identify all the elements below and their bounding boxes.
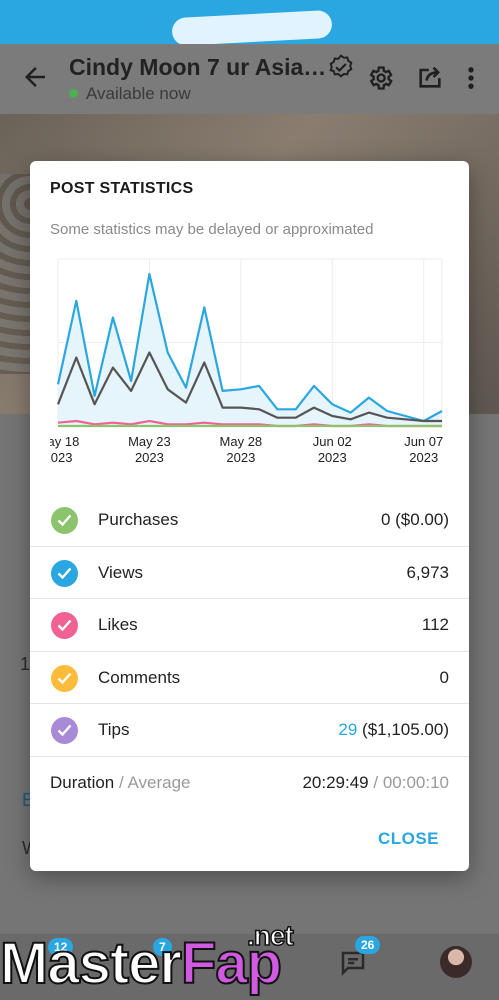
stat-label-comments: Comments — [98, 667, 181, 687]
series-line-0 — [56, 272, 443, 423]
duration-values: 20:29:49 / 00:00:10 — [302, 773, 449, 793]
stat-row-comments: Comments 0 — [30, 652, 469, 704]
views-check-icon — [51, 559, 78, 587]
purchases-check-icon — [51, 507, 78, 534]
stat-row-views: Views 6,973 — [30, 547, 469, 599]
back-arrow-icon[interactable] — [20, 62, 50, 92]
x-tick-label-1: May 23 — [128, 434, 171, 449]
stat-value-purchases: 0 ($0.00) — [380, 510, 449, 529]
watermark-fap: Fap — [180, 930, 283, 997]
watermark-net: .net — [246, 919, 294, 952]
profile-name[interactable]: Cindy Moon 7 ur Asia… — [69, 54, 327, 80]
tips-check-icon — [51, 717, 78, 744]
x-tick-label-0: May 18 — [50, 434, 79, 449]
stat-row-tips: Tips 29 ($1,105.00) — [30, 704, 469, 757]
home-badge: 12 — [48, 938, 74, 956]
x-tick-label-4: Jun 07 — [404, 434, 443, 449]
app-header: Cindy Moon 7 ur Asia… Available now — [0, 44, 499, 114]
peek-text-1: 1 — [20, 654, 31, 674]
notifications-badge: 7 — [153, 938, 172, 956]
stat-label-likes: Likes — [98, 615, 138, 634]
duration-value: 20:29:49 — [302, 773, 369, 792]
dialog-note: Some statistics may be delayed or approx… — [50, 221, 374, 238]
availability-status: Available now — [69, 84, 191, 104]
stat-label-purchases: Purchases — [98, 510, 179, 529]
duration-label: Duration / Average — [50, 773, 191, 793]
stat-value-tips-count[interactable]: 29 — [338, 720, 358, 739]
stat-value-likes[interactable]: 112 — [421, 615, 449, 634]
series-area-0 — [58, 274, 442, 426]
post-statistics-dialog: POST STATISTICS Some statistics may be d… — [30, 161, 469, 871]
stat-row-likes: Likes 112 — [30, 599, 469, 652]
x-tick-label-2: May 28 — [220, 434, 263, 449]
average-label-text: Average — [127, 773, 191, 792]
x-tick-year-1: 2023 — [135, 450, 164, 465]
close-button[interactable]: CLOSE — [377, 829, 439, 848]
stat-value-comments: 0 — [439, 667, 449, 687]
duration-label-text: Duration — [50, 773, 115, 792]
stat-value-tips-amount: ($1,105.00) — [357, 720, 449, 739]
bottom-navigation: 12 7 26 — [0, 934, 499, 1000]
online-dot-icon — [69, 89, 78, 99]
average-value: 00:00:10 — [382, 773, 449, 792]
status-bar: onlyfans.com — [0, 0, 499, 47]
duration-separator: / — [114, 773, 128, 792]
watermark-logo: MasterFap .net — [0, 919, 295, 1000]
stat-row-purchases: Purchases 0 ($0.00) — [30, 494, 469, 547]
duration-value-separator: / — [368, 773, 383, 792]
verified-badge-icon — [329, 54, 353, 78]
x-tick-year-2: 2023 — [226, 450, 255, 465]
dialog-title: POST STATISTICS — [50, 180, 194, 197]
share-icon[interactable] — [416, 63, 444, 91]
stat-value-tips: 29 ($1,105.00) — [338, 720, 449, 740]
gear-icon[interactable] — [366, 64, 394, 92]
profile-avatar[interactable] — [440, 946, 472, 978]
stat-value-views: 6,973 — [406, 562, 449, 582]
stat-label-tips: Tips — [98, 720, 130, 739]
x-tick-year-3: 2023 — [318, 450, 347, 465]
x-tick-label-3: Jun 02 — [313, 434, 352, 449]
messages-badge: 26 — [355, 936, 381, 954]
x-tick-year-4: 2023 — [409, 450, 438, 465]
series-line-1 — [56, 351, 442, 423]
x-tick-year-0: 2023 — [50, 450, 72, 465]
more-vert-icon[interactable] — [462, 64, 480, 92]
watermark-master: Master — [0, 930, 183, 997]
likes-check-icon — [51, 612, 78, 639]
stats-list: Purchases 0 ($0.00) Views 6,973 Likes 112 Comm… — [30, 494, 469, 757]
availability-text: Available now — [86, 84, 191, 103]
comments-check-icon — [51, 664, 78, 692]
stat-label-views: Views — [98, 562, 144, 582]
